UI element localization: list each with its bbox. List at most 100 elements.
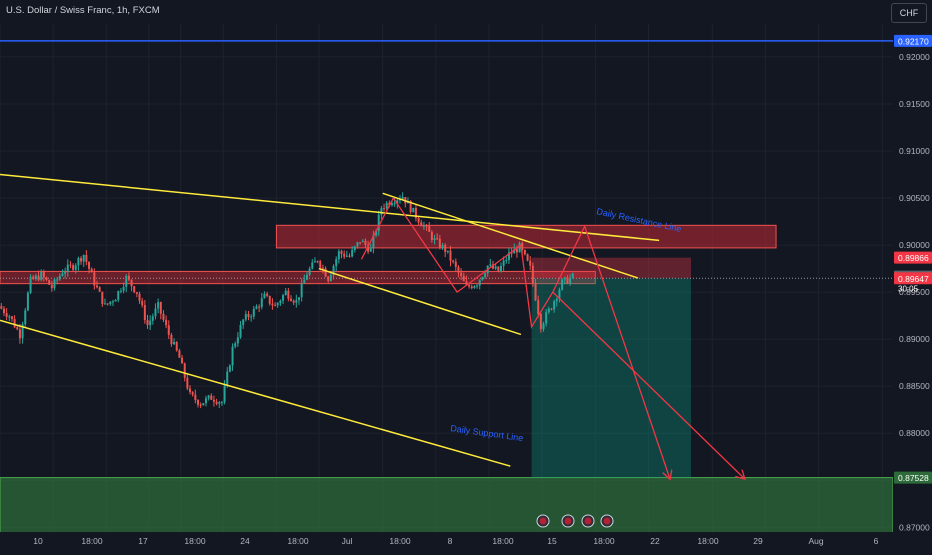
support-zone: [0, 477, 894, 534]
candle-body: [359, 242, 362, 244]
candle-body: [284, 290, 287, 296]
candle-body: [173, 342, 176, 345]
price-label-bg: [894, 471, 932, 484]
candle-body: [515, 248, 518, 253]
inner-lower-line: [318, 267, 522, 336]
time-axis-bg: [0, 532, 932, 550]
candle-body: [494, 266, 497, 269]
y-tick-label: 0.89500: [899, 287, 930, 297]
candle-body: [58, 275, 61, 280]
candle-body: [16, 327, 19, 330]
candle-body: [332, 266, 335, 275]
candle-body: [433, 238, 436, 240]
candle-body: [231, 346, 234, 366]
candle-body: [98, 287, 101, 292]
candle-body: [462, 275, 465, 282]
candle-body: [143, 305, 146, 321]
candle-body: [449, 250, 452, 261]
candle-body: [571, 273, 574, 278]
candle-body: [183, 363, 186, 378]
candle-body: [316, 261, 319, 263]
x-tick-label: 22: [650, 536, 660, 546]
candle-body: [26, 292, 29, 311]
candle-body: [542, 323, 545, 330]
candle-body: [569, 277, 572, 284]
candle-body: [80, 258, 83, 262]
candle-body: [537, 300, 540, 315]
candle-body: [523, 249, 526, 255]
support-label: Daily Support Line: [450, 423, 524, 443]
candle-body: [212, 399, 215, 402]
candle-body: [329, 274, 332, 282]
candle-body: [96, 285, 99, 288]
candle-body: [24, 310, 27, 325]
x-tick-label: 18:00: [287, 536, 309, 546]
y-tick-label: 0.91000: [899, 146, 930, 156]
candle-body: [521, 242, 524, 250]
candle-body: [88, 261, 91, 269]
candle-body: [37, 275, 40, 281]
candle-body: [279, 300, 282, 304]
x-tick-label: 17: [138, 536, 148, 546]
candle-body: [335, 259, 338, 267]
y-tick-label: 0.88500: [899, 381, 930, 391]
candle-body: [133, 286, 136, 293]
candle-body: [5, 313, 8, 317]
candle-body: [417, 217, 420, 223]
candle-body: [297, 297, 300, 301]
candle-body: [199, 404, 202, 406]
x-tick-label: 10: [33, 536, 43, 546]
candle-body: [534, 282, 537, 301]
candle-body: [215, 401, 218, 404]
candle-body: [290, 298, 293, 302]
candle-body: [446, 250, 449, 252]
candle-body: [401, 197, 404, 200]
candle-body: [210, 395, 213, 400]
candle-body: [119, 290, 122, 292]
candle-body: [343, 253, 346, 257]
candle-body: [383, 208, 386, 210]
candle-body: [103, 303, 106, 305]
x-tick-label: 18:00: [81, 536, 103, 546]
candle-body: [207, 395, 210, 399]
candle-body: [266, 293, 269, 296]
candle-body: [146, 320, 149, 326]
candle-body: [56, 279, 59, 281]
candle-body: [151, 316, 154, 321]
currency-button[interactable]: CHF: [891, 3, 927, 23]
candle-body: [258, 306, 261, 308]
candle-body: [393, 203, 396, 205]
candle-body: [430, 231, 433, 240]
x-tick-label: 29: [753, 536, 763, 546]
candle-body: [0, 306, 3, 309]
event-flag-icon-inner: [603, 517, 611, 525]
candle-body: [165, 319, 168, 326]
candle-body: [255, 306, 258, 309]
y-tick-label: 0.91500: [899, 99, 930, 109]
candle-body: [465, 281, 468, 285]
candle-body: [61, 273, 64, 276]
candle-body: [385, 202, 388, 209]
candle-body: [388, 202, 391, 206]
candle-body: [287, 290, 290, 299]
candle-body: [468, 284, 471, 287]
candle-body: [409, 201, 412, 213]
zigzag-path: [360, 196, 669, 478]
candle-body: [377, 214, 380, 231]
y-tick-label: 0.90500: [899, 193, 930, 203]
candle-body: [282, 295, 285, 301]
candle-body: [274, 305, 277, 307]
candle-body: [135, 292, 138, 294]
candle-body: [32, 276, 35, 280]
candle-body: [197, 400, 200, 405]
candle-body: [18, 329, 21, 339]
candle-body: [130, 279, 133, 287]
candle-body: [186, 377, 189, 389]
candle-body: [311, 262, 314, 269]
candle-body: [444, 244, 447, 252]
candle-body: [470, 286, 473, 289]
event-flag-icon-inner: [539, 517, 547, 525]
candle-body: [204, 398, 207, 404]
